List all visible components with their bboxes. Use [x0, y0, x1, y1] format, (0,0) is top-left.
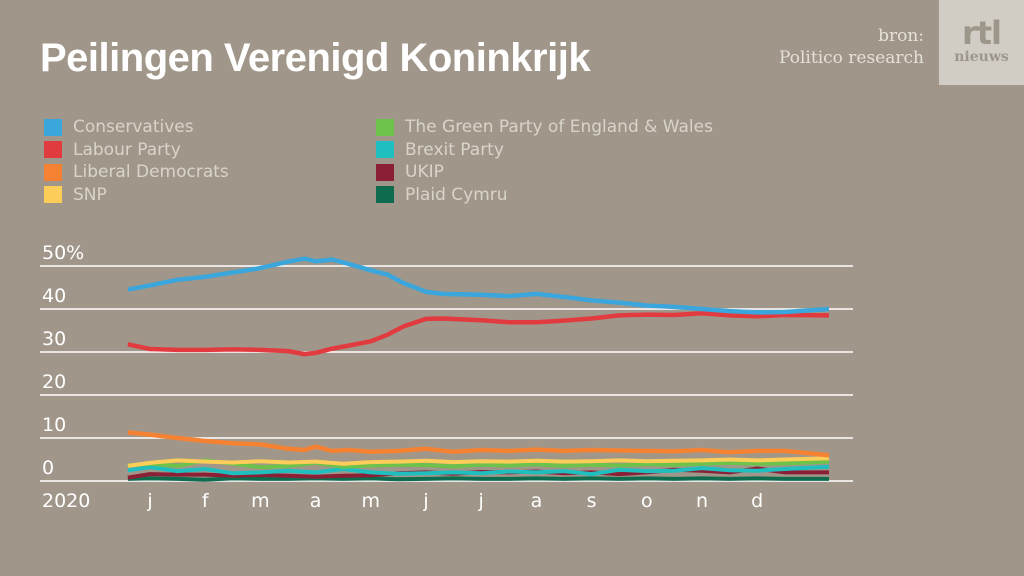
legend-item-green: The Green Party of England & Wales: [376, 116, 713, 139]
legend-label: Conservatives: [73, 117, 194, 138]
series-line-labour-party: [127, 311, 830, 357]
legend-item-labour: Labour Party: [44, 139, 229, 162]
page-title: Peilingen Verenigd Koninkrijk: [40, 36, 591, 80]
legend-swatch: [376, 141, 394, 159]
x-tick-label: o: [641, 490, 653, 512]
x-tick-label: n: [696, 490, 708, 512]
x-tick-label: d: [751, 490, 763, 512]
logo-nieuws-text: nieuws: [954, 49, 1009, 65]
y-tick-label: 10: [42, 414, 66, 436]
x-tick-label: j: [478, 490, 484, 512]
x-tick-label: a: [310, 490, 322, 512]
legend-label: The Green Party of England & Wales: [405, 117, 713, 138]
x-tick-label: a: [531, 490, 543, 512]
x-tick-label: m: [251, 490, 270, 512]
rtl-nieuws-logo: rtl nieuws: [939, 0, 1024, 85]
legend-swatch: [376, 163, 394, 181]
x-tick-label: m: [362, 490, 381, 512]
legend-item-libdem: Liberal Democrats: [44, 161, 229, 184]
legend-swatch: [376, 186, 394, 204]
y-tick-label: 40: [42, 285, 66, 307]
source-credit: bron: Politico research: [779, 25, 924, 69]
legend-column-1: Conservatives Labour Party Liberal Democ…: [44, 116, 229, 206]
legend-item-plaid: Plaid Cymru: [376, 184, 713, 207]
series-line-brexit-party: [127, 464, 830, 477]
legend-swatch: [44, 118, 62, 136]
legend-swatch: [44, 186, 62, 204]
logo-rtl-text: rtl: [961, 14, 1002, 52]
legend-item-snp: SNP: [44, 184, 229, 207]
legend-label: UKIP: [405, 162, 444, 183]
y-tick-label: 20: [42, 371, 66, 393]
series-line-conservatives: [127, 256, 830, 315]
legend-label: Brexit Party: [405, 139, 504, 160]
legend-label: Plaid Cymru: [405, 184, 508, 205]
legend-label: Labour Party: [73, 139, 181, 160]
legend-swatch: [44, 141, 62, 159]
series-line-plaid-cymru: [127, 476, 829, 482]
legend-label: Liberal Democrats: [73, 162, 229, 183]
legend-item-conservatives: Conservatives: [44, 116, 229, 139]
legend-label: SNP: [73, 184, 107, 205]
y-tick-label: 0: [42, 457, 54, 479]
series-line-the-green-party-of-england-wales: [127, 458, 830, 470]
series-line-snp: [127, 456, 830, 468]
x-tick-label: j: [422, 490, 428, 512]
x-year-label: 2020: [42, 490, 90, 512]
legend-item-ukip: UKIP: [376, 161, 713, 184]
y-tick-label: 50%: [42, 242, 84, 264]
x-tick-label: f: [202, 490, 210, 512]
x-tick-label: s: [587, 490, 597, 512]
x-tick-label: j: [146, 490, 152, 512]
series-line-liberal-democrats: [127, 430, 830, 458]
source-label: bron:: [878, 26, 924, 46]
legend-column-2: The Green Party of England & Wales Brexi…: [376, 116, 713, 206]
source-name: Politico research: [779, 48, 924, 68]
legend-swatch: [376, 118, 394, 136]
y-tick-label: 30: [42, 328, 66, 350]
legend-item-brexit: Brexit Party: [376, 139, 713, 162]
legend-swatch: [44, 163, 62, 181]
